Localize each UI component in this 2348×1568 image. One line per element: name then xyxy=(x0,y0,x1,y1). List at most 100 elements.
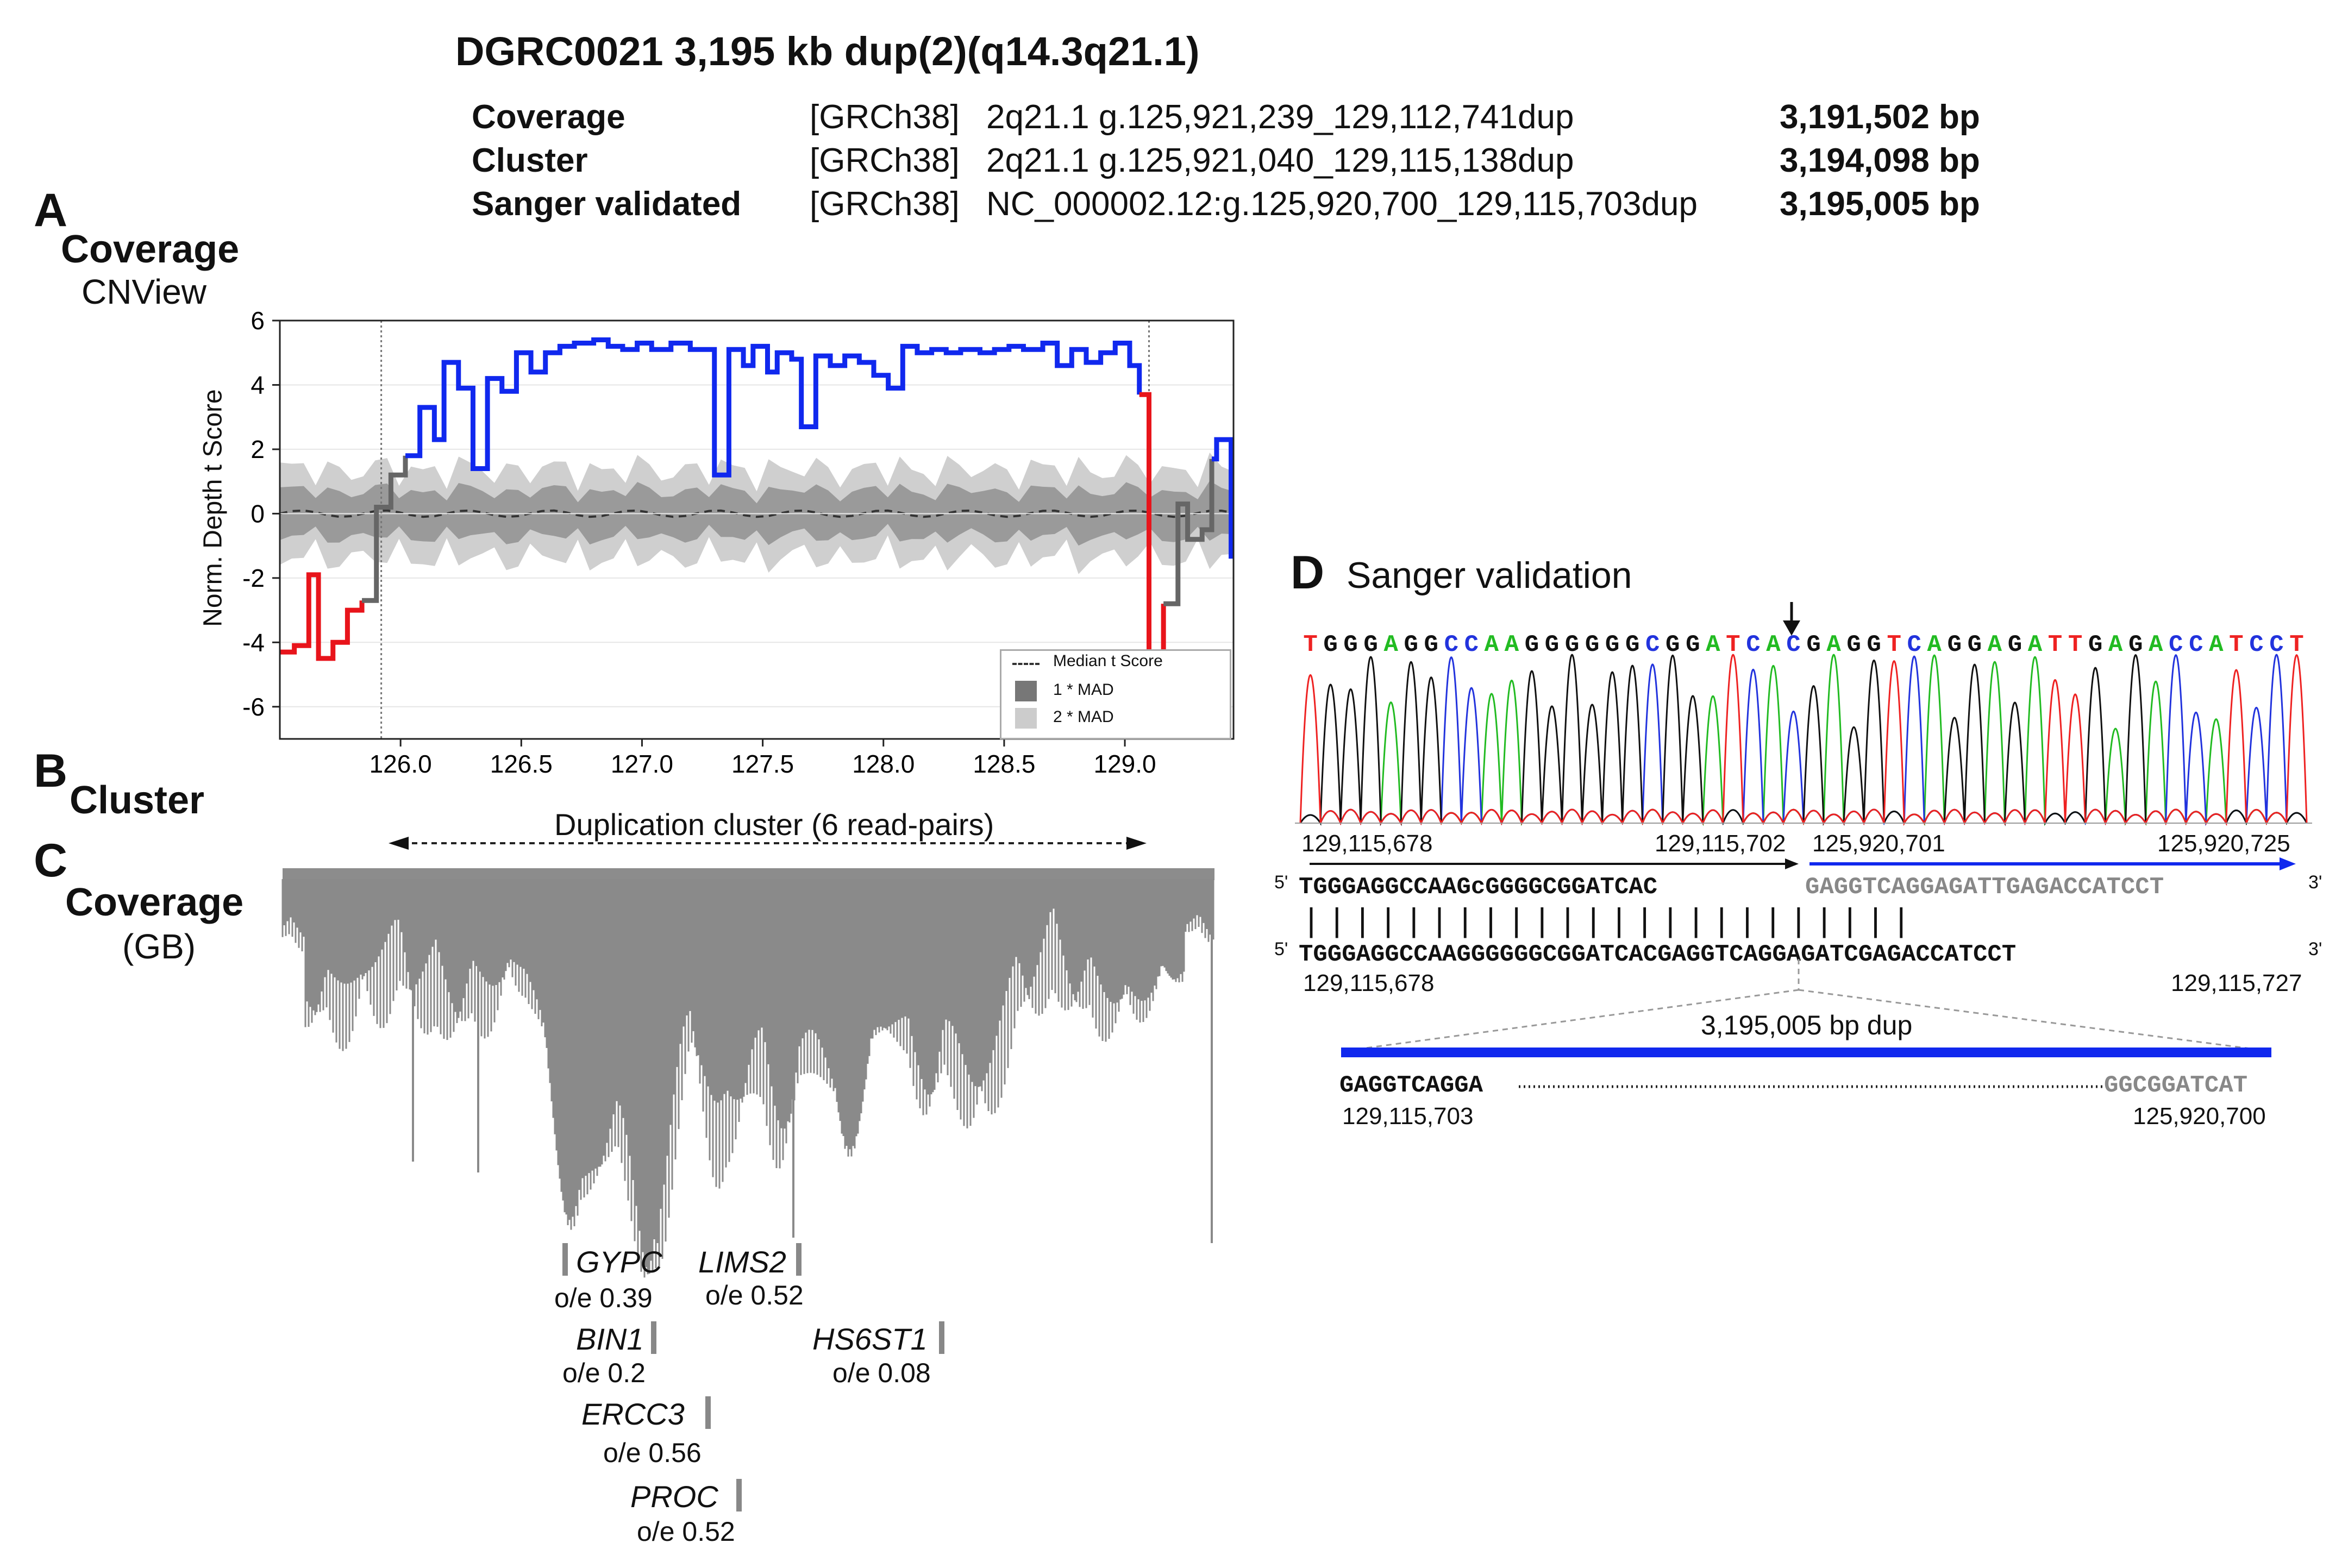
gene-marker-hs6st1 xyxy=(939,1321,944,1354)
coverage-bars xyxy=(281,879,1214,1278)
x-tick-label-1: 126.5 xyxy=(490,750,553,778)
base-46: T xyxy=(2229,631,2243,658)
gene-label-gypc: GYPC xyxy=(576,1245,662,1279)
base-29: T xyxy=(1887,631,1901,658)
dup-coord-right: 125,920,700 xyxy=(2133,1103,2266,1130)
read-prefix: 5' xyxy=(1274,872,1288,893)
base-28: G xyxy=(1867,631,1881,658)
base-18: G xyxy=(1665,631,1680,658)
base-23: A xyxy=(1766,631,1781,658)
base-49: T xyxy=(2289,631,2303,658)
read-suffix: 3' xyxy=(2308,872,2322,893)
base-36: A xyxy=(2028,631,2043,658)
panel-a-subheading: CNView xyxy=(82,272,206,311)
base-16: G xyxy=(1625,631,1639,658)
ref-suffix: 3' xyxy=(2308,939,2322,959)
panel-c-letter: C xyxy=(34,835,68,887)
row-label-sanger: Sanger validated xyxy=(472,185,742,223)
base-22: C xyxy=(1746,631,1760,658)
base-9: A xyxy=(1485,631,1499,658)
base-25: G xyxy=(1806,631,1820,658)
base-7: C xyxy=(1444,631,1458,658)
y-tick-label-6: -6 xyxy=(242,693,265,721)
coord-top-3: 125,920,701 xyxy=(1812,830,1945,857)
gene-oe-proc: o/e 0.52 xyxy=(637,1516,735,1547)
gene-marker-lims2 xyxy=(796,1243,802,1276)
dup-coord-left: 129,115,703 xyxy=(1342,1103,1474,1130)
row-assembly-cluster: [GRCh38] xyxy=(810,142,960,179)
base-37: T xyxy=(2048,631,2062,658)
base-44: C xyxy=(2189,631,2203,658)
base-32: G xyxy=(1948,631,1962,658)
coord-ref-1: 129,115,678 xyxy=(1303,970,1435,996)
base-3: G xyxy=(1363,631,1378,658)
plot-frame xyxy=(279,319,1235,740)
gene-marker-proc xyxy=(736,1479,742,1511)
base-30: C xyxy=(1907,631,1921,658)
coord-top-1: 129,115,678 xyxy=(1301,830,1433,857)
legend-1mad-label: 1 * MAD xyxy=(1053,681,1114,699)
base-27: G xyxy=(1846,631,1861,658)
panel-d-heading: Sanger validation xyxy=(1347,555,1632,596)
base-2: G xyxy=(1343,631,1357,658)
y-tick-label-0: 6 xyxy=(251,306,265,335)
gene-marker-ercc3 xyxy=(705,1396,711,1429)
chart-axes: 6 4 2 0 -2 -4 -6 126.0 126.5 127.0 127.5 128.0 128.5… xyxy=(242,306,1235,778)
legend-2mad-label: 2 * MAD xyxy=(1053,708,1114,726)
base-35: G xyxy=(2008,631,2022,658)
base-15: G xyxy=(1605,631,1619,658)
base-10: A xyxy=(1505,631,1519,658)
base-40: A xyxy=(2108,631,2123,658)
y-tick-label-1: 4 xyxy=(251,371,265,399)
y-tick-label-3: 0 xyxy=(251,499,265,528)
base-41: G xyxy=(2128,631,2143,658)
row-label-cluster: Cluster xyxy=(472,142,588,179)
base-24: C xyxy=(1786,631,1800,658)
ref-prefix: 5' xyxy=(1274,939,1288,959)
track-top-band xyxy=(283,868,1214,880)
base-19: G xyxy=(1686,631,1700,658)
cluster-label: Duplication cluster (6 read-pairs) xyxy=(554,807,994,842)
panel-b-letter: B xyxy=(34,745,68,797)
gene-label-ercc3: ERCC3 xyxy=(581,1397,685,1431)
coord-top-2: 129,115,702 xyxy=(1655,830,1786,857)
legend-median-label: Median t Score xyxy=(1053,652,1163,670)
row-assembly-sanger: [GRCh38] xyxy=(810,185,960,223)
x-tick-label-4: 128.0 xyxy=(852,750,915,778)
gene-label-hs6st1: HS6ST1 xyxy=(812,1322,928,1356)
read-right-seq: GAGGTCAGGAGATTGAGACCATCCT xyxy=(1805,874,2164,901)
base-14: G xyxy=(1585,631,1599,658)
gene-oe-gypc: o/e 0.39 xyxy=(554,1283,653,1313)
gene-label-bin1: BIN1 xyxy=(576,1322,644,1356)
gene-oe-lims2: o/e 0.52 xyxy=(705,1280,804,1310)
base-42: A xyxy=(2149,631,2163,658)
legend-2mad-swatch xyxy=(1015,708,1037,729)
panel-c-subheading: (GB) xyxy=(122,927,196,966)
gene-label-proc: PROC xyxy=(630,1479,718,1514)
base-1: G xyxy=(1323,631,1337,658)
base-38: T xyxy=(2068,631,2082,658)
x-tick-label-2: 127.0 xyxy=(611,750,673,778)
row-size-cluster: 3,194,098 bp xyxy=(1780,142,1980,179)
x-tick-label-5: 128.5 xyxy=(973,750,1035,778)
panel-d-letter: D xyxy=(1291,547,1325,599)
series-segment-4 xyxy=(1163,459,1214,606)
base-4: A xyxy=(1383,631,1398,658)
read-left-seq: TGGGAGGCCAAGcGGGGCGGATCAC xyxy=(1299,874,1658,901)
base-33: G xyxy=(1968,631,1982,658)
series-segment-1 xyxy=(362,455,408,603)
dup-label: 3,195,005 bp dup xyxy=(1701,1010,1913,1040)
gene-oe-bin1: o/e 0.2 xyxy=(562,1358,646,1388)
panel-b-heading: Cluster xyxy=(70,779,205,822)
coord-top-4: 125,920,725 xyxy=(2157,830,2290,857)
row-desc-cluster: 2q21.1 g.125,921,040_129,115,138dup xyxy=(986,142,1574,179)
y-tick-label-4: -2 xyxy=(242,564,265,592)
x-tick-label-6: 129.0 xyxy=(1094,750,1156,778)
figure-title: DGRC0021 3,195 kb dup(2)(q14.3q21.1) xyxy=(455,29,1200,74)
row-size-coverage: 3,191,502 bp xyxy=(1780,98,1980,136)
series-segment-0 xyxy=(280,572,365,661)
